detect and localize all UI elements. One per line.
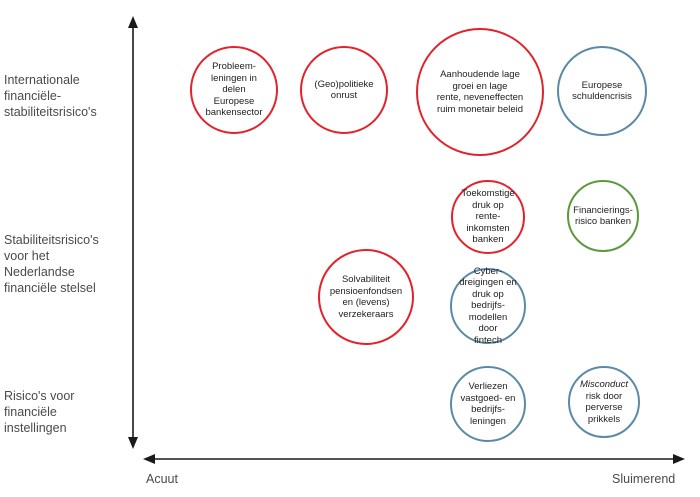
bubble-lage-groei: Aanhoudende lage groei en lage rente, ne… <box>416 28 544 156</box>
bubble-text: Aanhoudende lage groei en lage rente, ne… <box>436 69 524 115</box>
horizontal-axis <box>143 454 685 464</box>
arrow-down-icon <box>128 437 138 449</box>
arrow-right-icon <box>673 454 685 464</box>
axis-label-sluimerend: Sluimerend <box>612 472 676 486</box>
bubble-text: Cyber- dreigingen en druk op bedrijfs- m… <box>459 265 517 346</box>
bubble-text-rest: risk door perverse prikkels <box>585 390 623 425</box>
bubble-probleemleningen: Probleem- leningen in delen Europese ban… <box>190 46 278 134</box>
bubble-text: Verliezen vastgoed- en bedrijfs- leninge… <box>460 381 516 427</box>
bubble-schuldencrisis: Europese schuldencrisis <box>557 46 647 136</box>
bubble-text-italic: Misconduct <box>579 379 629 390</box>
vertical-axis <box>128 16 138 449</box>
arrow-up-icon <box>128 16 138 28</box>
bubble-text: Probleem- leningen in delen Europese ban… <box>205 61 263 119</box>
bubble-toekomstige-druk: Toekomstige druk op rente-inkomsten bank… <box>451 180 525 254</box>
bubble-text: Europese schuldencrisis <box>572 79 632 103</box>
bubble-text: Solvabiliteit pensioenfondsen en (levens… <box>329 274 403 320</box>
arrow-left-icon <box>143 454 155 464</box>
bubble-text: (Geo)politieke onrust <box>314 78 374 102</box>
row-label-instellingen: Risico's voor financiële instellingen <box>4 389 75 435</box>
bubble-solvabiliteit: Solvabiliteit pensioenfondsen en (levens… <box>318 249 414 345</box>
bubble-text: Financierings- risico banken <box>573 204 633 228</box>
bubble-text: Misconduct risk door perverse prikkels <box>574 379 634 425</box>
bubble-verliezen: Verliezen vastgoed- en bedrijfs- leninge… <box>450 366 526 442</box>
row-label-nederland: Stabiliteitsrisico's voor het Nederlands… <box>4 233 99 295</box>
bubble-financieringsrisico: Financierings- risico banken <box>567 180 639 252</box>
bubble-cyberdreigingen: Cyber- dreigingen en druk op bedrijfs- m… <box>450 265 526 346</box>
bubble-misconduct: Misconduct risk door perverse prikkels <box>568 366 640 438</box>
axis-label-acuut: Acuut <box>146 472 178 486</box>
bubble-geopolitieke-onrust: (Geo)politieke onrust <box>300 46 388 134</box>
bubble-text: Toekomstige druk op rente-inkomsten bank… <box>461 188 515 246</box>
row-label-international: Internationale financiële- stabiliteitsr… <box>4 73 97 119</box>
